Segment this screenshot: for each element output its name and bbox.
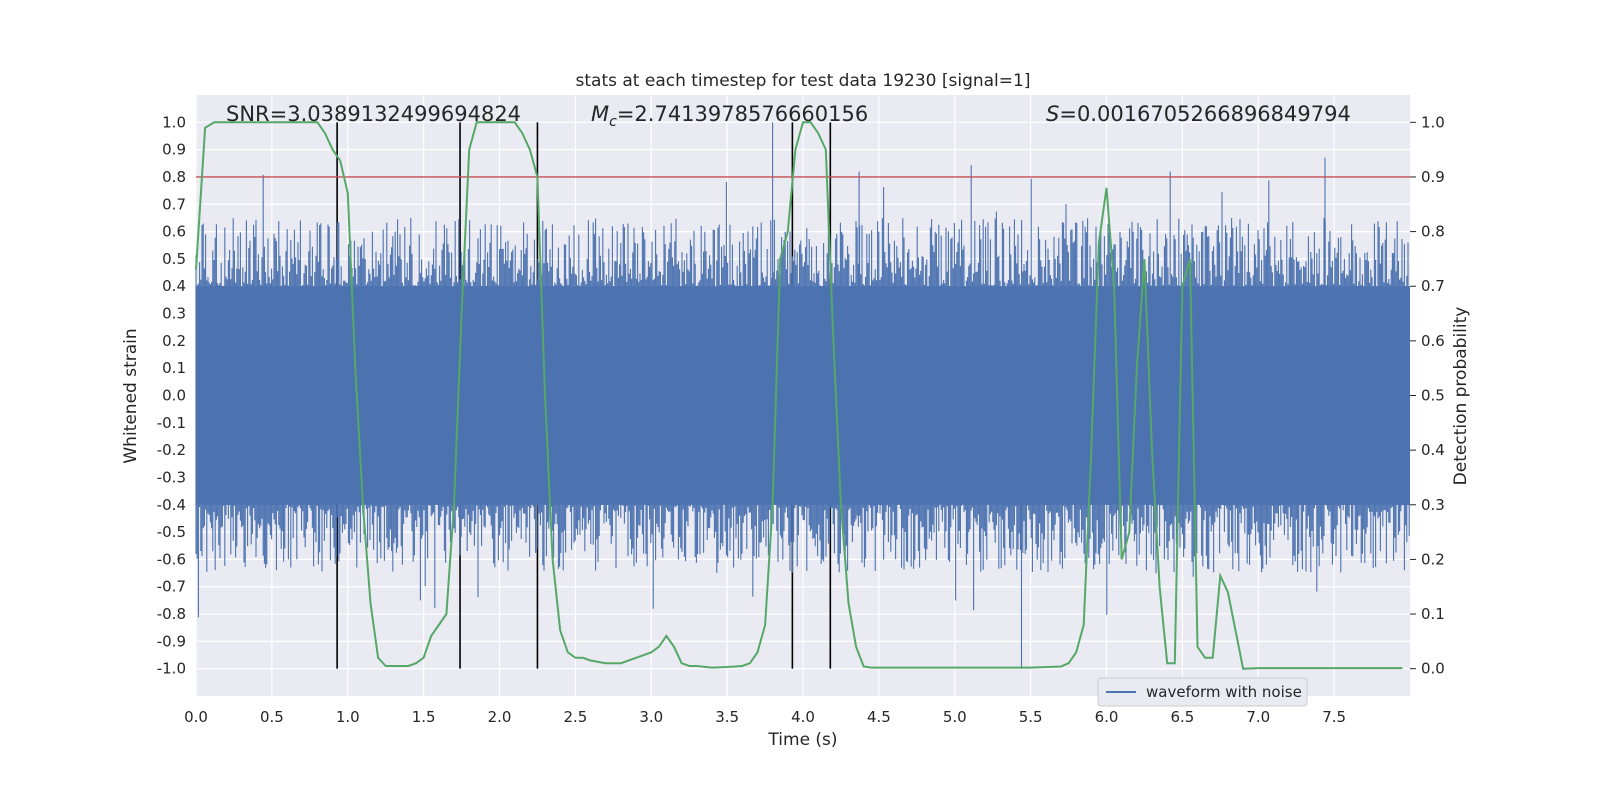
s-annotation: S=0.0016705266896849794 (1046, 102, 1351, 126)
left-tick-label: 0.3 (162, 305, 186, 323)
left-tick-label: 0.9 (162, 141, 186, 159)
chart-title: stats at each timestep for test data 192… (576, 71, 1031, 91)
x-axis-label: Time (s) (767, 730, 837, 750)
legend-label-waveform: waveform with noise (1146, 683, 1302, 701)
snr-annotation: SNR=3.0389132499694824 (226, 102, 521, 126)
x-tick-label: 5.0 (943, 708, 967, 726)
x-tick-label: 0.5 (260, 708, 284, 726)
legend-box (1097, 677, 1308, 707)
left-tick-label: 0.1 (162, 359, 186, 377)
x-axis-ticks: 0.0 0.5 1.0 1.5 2.0 2.5 3.0 3.5 4.0 4.5 5.0 5.5 6.0 6… (184, 708, 1346, 726)
right-tick-label: 0.2 (1421, 550, 1445, 568)
left-tick-label: -0.3 (157, 468, 186, 486)
left-tick-label: -0.2 (157, 441, 186, 459)
left-tick-label: 0.0 (162, 387, 186, 405)
right-tick-label: 0.7 (1421, 277, 1445, 295)
right-tick-label: 1.0 (1421, 113, 1445, 131)
left-tick-label: -0.1 (157, 414, 186, 432)
chirp-mass-value: =2.7413978576660156 (617, 102, 868, 126)
x-tick-label: 7.5 (1322, 708, 1346, 726)
x-tick-label: 0.0 (184, 708, 208, 726)
waveform-layer (195, 122, 1410, 669)
chirp-mass-symbol: M (591, 102, 609, 126)
left-tick-label: -0.8 (157, 605, 186, 623)
left-tick-label: -0.6 (157, 550, 186, 568)
left-tick-label: 0.2 (162, 332, 186, 350)
right-tick-label: 0.1 (1421, 605, 1445, 623)
left-tick-label: 0.6 (162, 223, 186, 241)
left-tick-label: -0.7 (157, 578, 186, 596)
chirp-mass-annotation: Mc=2.7413978576660156 (591, 102, 868, 130)
left-axis-label: Whitened strain (121, 328, 141, 463)
left-tick-label: 0.7 (162, 195, 186, 213)
left-tick-label: 0.8 (162, 168, 186, 186)
waveform-noise-trace (195, 122, 1410, 669)
right-tick-label: 0.9 (1421, 168, 1445, 186)
x-tick-label: 6.0 (1095, 708, 1119, 726)
left-tick-label: -0.9 (157, 632, 186, 650)
x-tick-label: 6.5 (1170, 708, 1194, 726)
probability-layer (195, 121, 1403, 670)
left-tick-label: 0.5 (162, 250, 186, 268)
x-tick-label: 5.5 (1019, 708, 1043, 726)
right-tick-label: 0.0 (1421, 660, 1445, 678)
x-tick-label: 4.5 (867, 708, 891, 726)
left-tick-label: -1.0 (157, 660, 186, 678)
right-tick-label: 0.8 (1421, 223, 1445, 241)
x-tick-label: 1.5 (412, 708, 436, 726)
right-axis-label: Detection probability (1451, 307, 1471, 486)
right-tick-label: 0.5 (1421, 387, 1445, 405)
x-tick-label: 2.5 (563, 708, 587, 726)
left-tick-label: -0.4 (157, 496, 186, 514)
x-tick-label: 4.0 (791, 708, 815, 726)
x-tick-label: 2.0 (488, 708, 512, 726)
left-tick-label: 1.0 (162, 113, 186, 131)
chirp-mass-subscript: c (609, 114, 617, 130)
x-tick-label: 7.0 (1246, 708, 1270, 726)
x-tick-label: 3.0 (639, 708, 663, 726)
detection-probability-line (195, 121, 1403, 670)
right-tick-label: 0.6 (1421, 332, 1445, 350)
right-tick-label: 0.3 (1421, 496, 1445, 514)
s-symbol: S (1046, 102, 1059, 126)
x-tick-label: 3.5 (715, 708, 739, 726)
right-axis-ticks: 1.0 0.9 0.8 0.7 0.6 0.5 0.4 0.3 0.2 0.1 0.0 (1410, 113, 1445, 678)
x-tick-label: 1.0 (336, 708, 360, 726)
s-value: =0.0016705266896849794 (1059, 102, 1351, 126)
left-tick-label: -0.5 (157, 523, 186, 541)
legend: waveform with noise (1097, 677, 1308, 707)
left-axis-ticks: 1.0 0.9 0.8 0.7 0.6 0.5 0.4 0.3 0.2 0.1 0.0 -0.1 -0.… (157, 113, 186, 677)
left-tick-label: 0.4 (162, 277, 186, 295)
right-tick-label: 0.4 (1421, 441, 1445, 459)
